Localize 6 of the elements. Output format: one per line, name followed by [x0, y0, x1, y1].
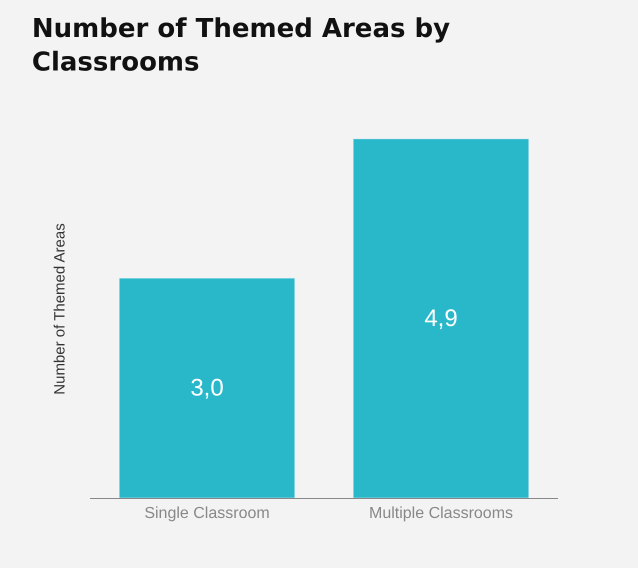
chart-title: Number of Themed Areas by Classrooms — [32, 14, 450, 78]
data-label: 4,9 — [424, 304, 458, 332]
data-label: 3,0 — [190, 374, 224, 402]
x-tick-label: Multiple Classrooms — [368, 505, 514, 522]
y-axis-title: Number of Themed Areas — [51, 223, 68, 395]
x-tick-label: Single Classroom — [144, 505, 270, 522]
